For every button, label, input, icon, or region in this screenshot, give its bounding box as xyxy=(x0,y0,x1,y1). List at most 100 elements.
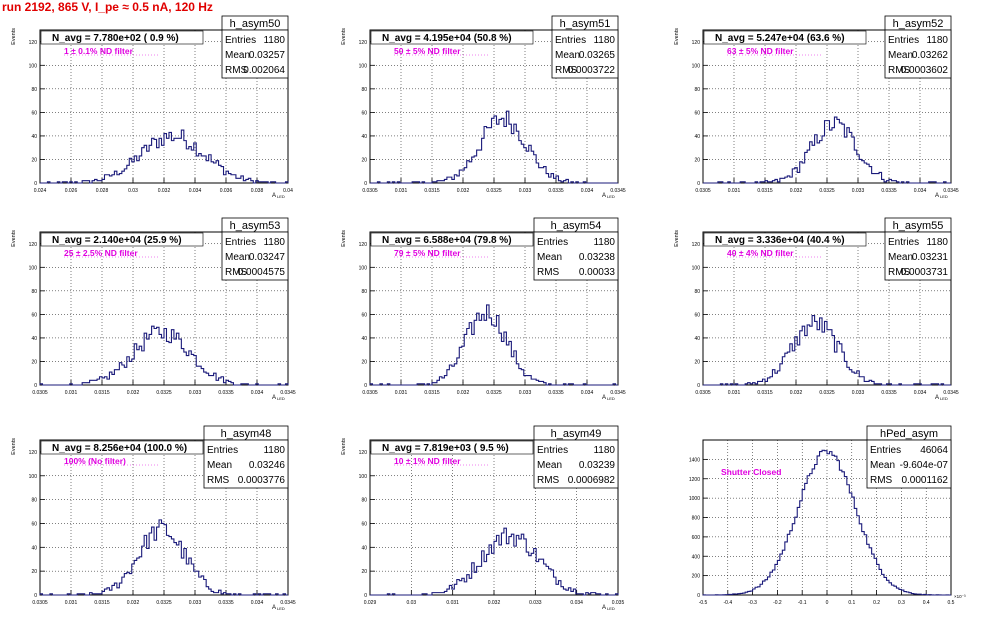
y-tick-label: 80 xyxy=(694,87,700,93)
x-tick-label: 0.3 xyxy=(898,600,905,606)
x-tick-label: 0.028 xyxy=(96,188,109,194)
y-tick-label: 120 xyxy=(359,40,368,46)
x-axis-label-subscript: LED xyxy=(277,396,285,401)
stats-key-entries: Entries xyxy=(225,35,256,46)
y-tick-label: 80 xyxy=(31,289,37,295)
x-tick-label: 0.033 xyxy=(852,390,865,396)
y-tick-label: 40 xyxy=(694,336,700,342)
stats-value-mean: 0.03238 xyxy=(579,252,616,263)
y-axis-label: Events xyxy=(11,28,17,45)
stats-key-mean: Mean xyxy=(537,252,562,263)
x-tick-label: 0.032 xyxy=(127,390,140,396)
x-tick-label: 0.034 xyxy=(251,390,264,396)
stats-key-rms: RMS xyxy=(537,267,560,278)
y-tick-label: 800 xyxy=(692,516,701,522)
histogram-line xyxy=(40,129,289,184)
x-tick-label: 0.0325 xyxy=(486,188,502,194)
stats-title: h_asym51 xyxy=(560,18,611,30)
histogram-line xyxy=(370,527,619,596)
y-tick-label: 80 xyxy=(361,87,367,93)
stats-box xyxy=(551,29,619,79)
x-tick-label: 0.026 xyxy=(65,188,78,194)
x-axis-exponent: ×10⁻³ xyxy=(954,594,966,599)
stats-key-rms: RMS xyxy=(888,267,911,278)
y-tick-label: 20 xyxy=(31,157,37,163)
stats-key-rms: RMS xyxy=(537,475,560,486)
stats-key-mean: Mean xyxy=(537,460,562,471)
x-tick-label: 0.2 xyxy=(873,600,880,606)
x-axis-label: A xyxy=(602,395,606,401)
histogram-panel-h_asym54: 0 20 40 60 80 100 120 0.0305 0.031 0.0315 0.032 0.0… xyxy=(341,217,626,401)
x-axis-label: A xyxy=(602,193,606,199)
y-tick-label: 120 xyxy=(692,242,701,248)
y-tick-label: 20 xyxy=(31,569,37,575)
stats-value-rms: 0.0006982 xyxy=(568,475,616,486)
y-tick-label: 80 xyxy=(694,289,700,295)
stats-value-mean: 0.03246 xyxy=(249,460,286,471)
x-tick-label: 0.031 xyxy=(728,390,741,396)
y-tick-label: 100 xyxy=(359,265,368,271)
y-tick-label: 100 xyxy=(29,474,38,480)
stats-value-entries: 1180 xyxy=(263,445,285,456)
stats-box xyxy=(221,29,289,79)
x-tick-label: 0.0335 xyxy=(218,390,234,396)
y-tick-label: 40 xyxy=(361,134,367,140)
x-tick-label: 0.038 xyxy=(251,188,264,194)
navg-label: N_avg = 5.247e+04 (63.6 %) xyxy=(715,33,845,44)
stats-title: h_asym53 xyxy=(230,220,281,232)
stats-key-entries: Entries xyxy=(870,445,901,456)
stats-value-rms: 0.00033 xyxy=(579,267,616,278)
stats-box xyxy=(884,29,952,79)
x-tick-label: -0.5 xyxy=(699,600,708,606)
y-tick-label: 100 xyxy=(29,265,38,271)
navg-box xyxy=(370,440,534,455)
x-tick-label: 0.031 xyxy=(446,600,459,606)
navg-label: N_avg = 3.336e+04 (40.4 %) xyxy=(715,235,845,246)
filter-label: 40 ± 4% ND filter xyxy=(727,248,794,258)
stats-title: h_asym48 xyxy=(221,428,272,440)
x-tick-label: 0.032 xyxy=(127,600,140,606)
x-tick-label: 0.033 xyxy=(852,188,865,194)
histogram-line xyxy=(39,519,288,596)
navg-label: N_avg = 7.780e+02 ( 0.9 %) xyxy=(52,33,179,44)
histogram-panel-h_asym48: 0 20 40 60 80 100 120 0.0305 0.031 0.0315 0.032 0.0… xyxy=(11,425,296,611)
x-tick-label: 0.031 xyxy=(395,188,408,194)
x-tick-label: 0.033 xyxy=(189,390,202,396)
filter-label: 1 ± 0.1% ND filter xyxy=(64,46,134,56)
x-tick-label: 0.0325 xyxy=(819,188,835,194)
stats-key-entries: Entries xyxy=(537,445,568,456)
navg-label: N_avg = 7.819e+03 ( 9.5 %) xyxy=(382,443,509,454)
y-tick-label: 200 xyxy=(692,574,701,580)
x-tick-label: 0.0335 xyxy=(218,600,234,606)
y-tick-label: 1000 xyxy=(689,496,700,502)
filter-label: 50 ± 5% ND filter xyxy=(394,46,461,56)
x-tick-label: 0.0335 xyxy=(881,390,897,396)
navg-box xyxy=(370,30,534,45)
x-tick-label: 0.0345 xyxy=(280,600,296,606)
x-tick-label: 0.04 xyxy=(283,188,293,194)
stats-value-entries: 46064 xyxy=(920,445,948,456)
stats-key-mean: Mean xyxy=(888,252,913,263)
x-tick-label: 0.031 xyxy=(728,188,741,194)
histogram-line xyxy=(703,315,951,386)
y-tick-label: 80 xyxy=(361,289,367,295)
x-tick-label: 0.036 xyxy=(220,188,233,194)
stats-key-rms: RMS xyxy=(225,267,248,278)
x-tick-label: 0.034 xyxy=(914,188,927,194)
x-tick-label: 0.031 xyxy=(65,390,78,396)
histogram-line xyxy=(39,325,289,386)
histogram-line xyxy=(703,116,951,184)
stats-value-entries: 1180 xyxy=(593,445,615,456)
stats-value-rms: 0.002064 xyxy=(243,65,285,76)
y-tick-label: 1200 xyxy=(689,477,700,483)
x-tick-label: 0.0315 xyxy=(757,188,773,194)
y-tick-label: 120 xyxy=(359,242,368,248)
x-tick-label: 0.034 xyxy=(914,390,927,396)
y-tick-label: 20 xyxy=(694,157,700,163)
stats-value-mean: 0.03257 xyxy=(249,50,286,61)
stats-value-rms: 0.0003602 xyxy=(901,65,949,76)
stats-key-mean: Mean xyxy=(207,460,232,471)
histogram-line xyxy=(370,110,618,184)
x-tick-label: 0.0345 xyxy=(943,188,959,194)
filter-label: 100% (No filter) xyxy=(64,456,126,466)
